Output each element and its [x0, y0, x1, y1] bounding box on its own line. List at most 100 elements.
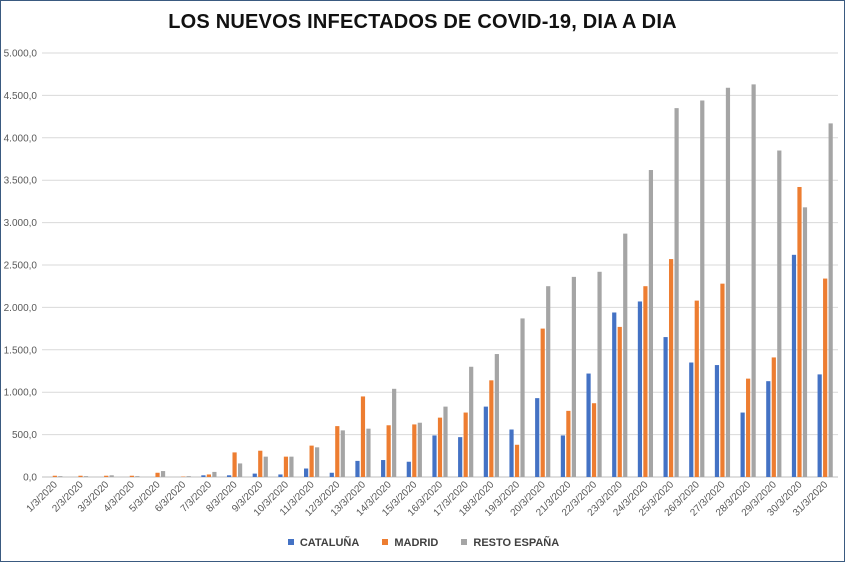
bar-resto-espa-a	[135, 476, 140, 477]
bar-resto-espa-a	[674, 108, 679, 478]
bar-madrid	[78, 475, 83, 477]
bar-resto-espa-a	[469, 366, 474, 477]
bar-resto-espa-a	[751, 84, 756, 477]
bar-catalu-a	[740, 412, 745, 477]
bar-resto-espa-a	[237, 463, 243, 477]
bar-catalu-a	[458, 437, 463, 477]
bar-resto-espa-a	[777, 150, 782, 477]
bar-catalu-a	[355, 460, 360, 477]
bar-madrid	[643, 286, 648, 477]
bar-resto-espa-a	[700, 100, 705, 477]
legend: CATALUÑA MADRID RESTO ESPAÑA	[0, 537, 847, 549]
bar-madrid	[668, 259, 674, 477]
y-tick-label: 3.500,0	[4, 176, 38, 187]
bars	[52, 84, 833, 478]
bar-resto-espa-a	[160, 471, 166, 477]
y-axis: 0,0 500,0 1.000,0 1.500,0 2.000,0 2.500,0 3.00…	[4, 49, 38, 484]
bar-madrid	[540, 328, 545, 477]
legend-label-cataluna: CATALUÑA	[299, 537, 360, 549]
y-tick-label: 1.000,0	[4, 388, 38, 399]
bar-madrid	[463, 412, 468, 477]
y-tick-label: 5.000,0	[4, 49, 38, 60]
bar-catalu-a	[535, 398, 540, 477]
legend-item-resto-espana: RESTO ESPAÑA	[461, 537, 559, 549]
bar-madrid	[155, 472, 160, 477]
bar-resto-espa-a	[109, 475, 114, 477]
bar-resto-espa-a	[289, 456, 294, 477]
bar-madrid	[335, 426, 340, 477]
bar-madrid	[797, 186, 802, 477]
bar-resto-espa-a	[186, 476, 191, 477]
y-tick-label: 500,0	[12, 430, 37, 441]
y-tick-label: 4.000,0	[4, 133, 38, 144]
bar-catalu-a	[304, 468, 309, 477]
bar-madrid	[617, 326, 622, 477]
bar-catalu-a	[766, 381, 771, 477]
bar-resto-espa-a	[494, 354, 499, 477]
bar-madrid	[566, 410, 571, 477]
bar-resto-espa-a	[597, 271, 602, 477]
chart-title: LOS NUEVOS INFECTADOS DE COVID-19, DIA A…	[168, 11, 677, 33]
bar-resto-espa-a	[366, 428, 371, 477]
y-tick-label: 4.500,0	[4, 91, 38, 102]
bar-madrid	[129, 475, 134, 477]
bar-resto-espa-a	[212, 471, 217, 477]
legend-label-resto-espana: RESTO ESPAÑA	[473, 537, 560, 549]
legend-swatch-resto-espana	[461, 539, 468, 546]
bar-resto-espa-a	[571, 276, 576, 477]
bar-madrid	[412, 424, 417, 477]
bar-catalu-a	[714, 365, 720, 477]
bar-resto-espa-a	[725, 87, 731, 477]
legend-swatch-cataluna	[287, 539, 294, 546]
bar-catalu-a	[201, 475, 206, 477]
bar-catalu-a	[586, 373, 591, 477]
bar-catalu-a	[663, 337, 668, 477]
bar-resto-espa-a	[417, 422, 422, 477]
bar-catalu-a	[432, 435, 437, 477]
gridlines	[42, 52, 838, 478]
bar-resto-espa-a	[648, 170, 654, 478]
bar-catalu-a	[509, 429, 514, 477]
bar-madrid	[386, 425, 391, 477]
bar-madrid	[283, 456, 289, 477]
bar-madrid	[309, 445, 314, 477]
bar-madrid	[514, 444, 520, 477]
legend-item-cataluna: CATALUÑA	[287, 537, 360, 549]
bar-resto-espa-a	[58, 476, 63, 477]
y-tick-label: 0,0	[23, 473, 37, 484]
bar-madrid	[232, 452, 237, 477]
bar-resto-espa-a	[546, 286, 551, 477]
bar-madrid	[694, 300, 699, 477]
legend-item-madrid: MADRID	[382, 537, 438, 549]
legend-label-madrid: MADRID	[394, 537, 439, 549]
bar-catalu-a	[329, 472, 334, 477]
bar-madrid	[591, 403, 597, 477]
bar-resto-espa-a	[623, 233, 628, 477]
x-axis: 1/3/20202/3/20203/3/20204/3/20205/3/2020…	[25, 479, 831, 519]
bar-resto-espa-a	[83, 476, 89, 477]
bar-catalu-a	[817, 374, 822, 477]
bar-catalu-a	[252, 473, 257, 477]
y-tick-label: 3.000,0	[4, 218, 38, 229]
bar-resto-espa-a	[443, 406, 448, 477]
bar-catalu-a	[560, 435, 565, 477]
bar-madrid	[258, 450, 263, 477]
bar-catalu-a	[226, 475, 232, 477]
bar-madrid	[437, 417, 443, 477]
bar-catalu-a	[483, 406, 488, 477]
bar-madrid	[104, 475, 109, 477]
bar-madrid	[720, 283, 725, 477]
y-tick-label: 2.500,0	[4, 261, 38, 272]
legend-swatch-madrid	[382, 539, 389, 546]
bar-resto-espa-a	[828, 123, 833, 477]
bar-catalu-a	[791, 254, 797, 477]
bar-catalu-a	[612, 312, 617, 477]
bar-catalu-a	[381, 460, 386, 477]
bar-resto-espa-a	[340, 430, 345, 477]
bar-resto-espa-a	[520, 318, 525, 477]
bar-resto-espa-a	[802, 207, 808, 477]
bar-resto-espa-a	[392, 388, 397, 477]
bar-madrid	[489, 380, 494, 477]
bar-catalu-a	[278, 474, 283, 477]
bar-madrid	[52, 475, 57, 477]
